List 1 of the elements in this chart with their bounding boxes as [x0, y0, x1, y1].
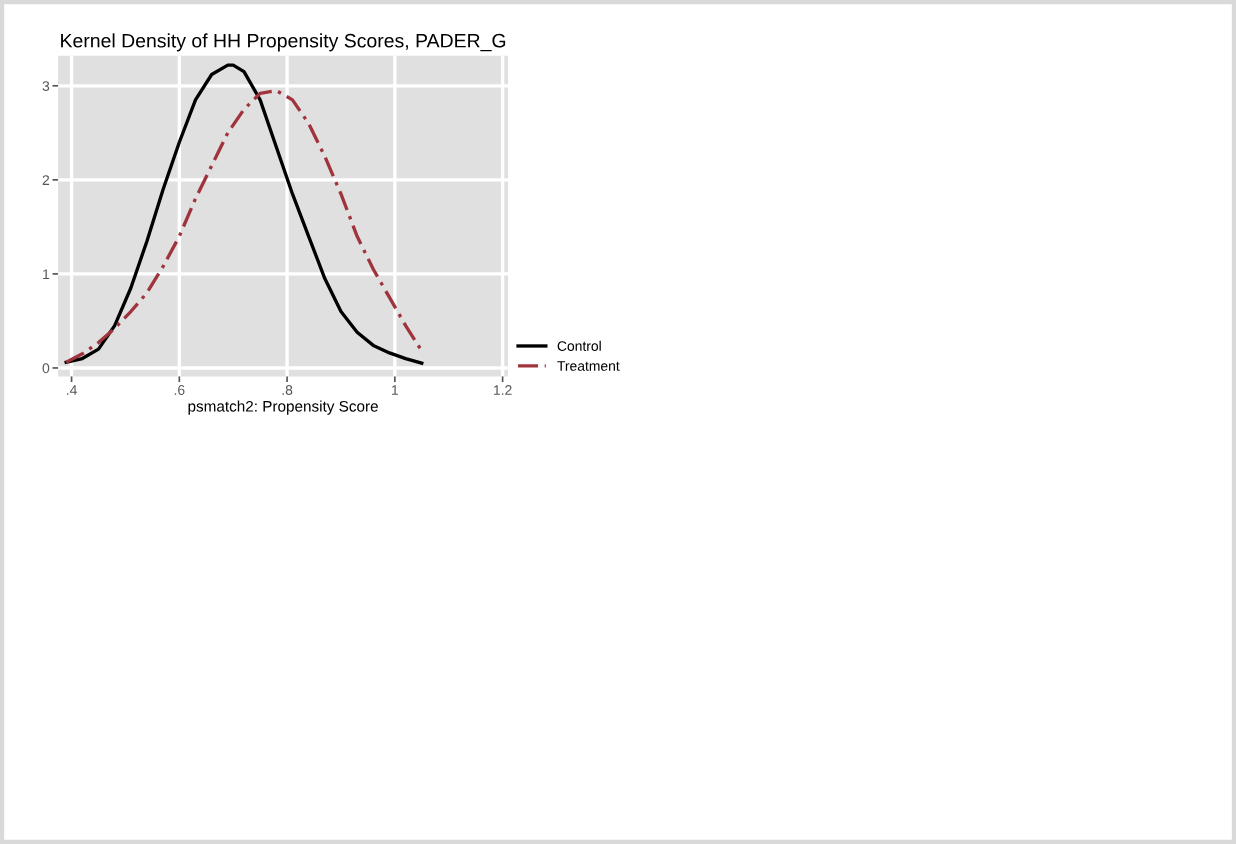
chart-title: Kernel Density of HH Propensity Scores, PADER_G — [61, 33, 506, 52]
